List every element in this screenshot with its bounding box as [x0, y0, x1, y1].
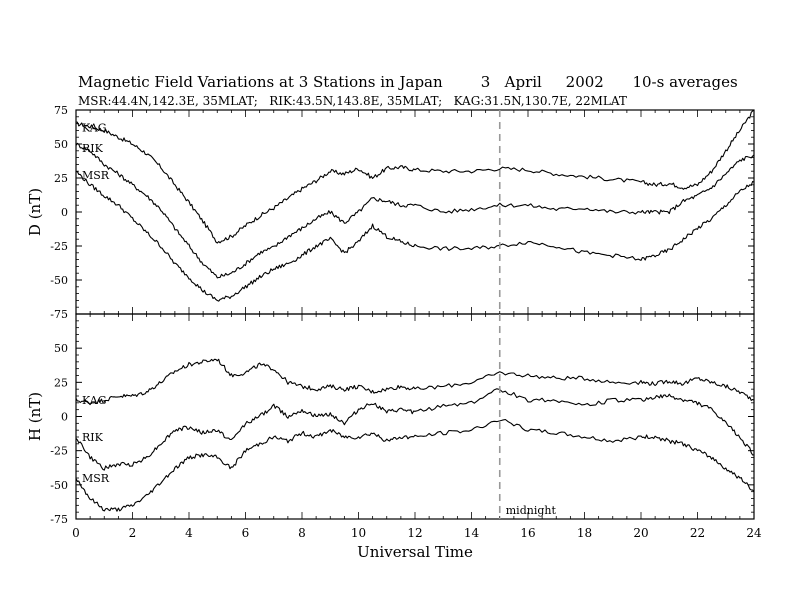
x-axis-label: Universal Time — [357, 543, 473, 561]
x-tick-label: 8 — [298, 526, 306, 540]
chart-title: Magnetic Field Variations at 3 Stations … — [78, 73, 738, 91]
series-line-msr — [75, 171, 755, 302]
panel-frame-1 — [75, 313, 755, 520]
series-label-kag: KAG — [82, 394, 107, 407]
series-line-rik — [75, 388, 755, 471]
x-tick-label: 4 — [185, 526, 193, 540]
x-tick-label: 18 — [577, 526, 592, 540]
y-tick-label: 0 — [61, 206, 68, 219]
y-tick-label: -75 — [50, 308, 68, 321]
y-tick-label: 75 — [54, 104, 68, 117]
series-label-msr: MSR — [82, 472, 110, 485]
y-tick-label: -25 — [50, 240, 68, 253]
x-tick-label: 12 — [407, 526, 422, 540]
series-label-kag: KAG — [82, 122, 107, 135]
series-line-kag — [75, 358, 755, 406]
y-tick-label: 0 — [61, 411, 68, 424]
midnight-label: midnight — [506, 504, 557, 517]
y-axis-label: D (nT) — [26, 188, 44, 236]
y-tick-label: -50 — [50, 479, 68, 492]
x-tick-label: 22 — [690, 526, 705, 540]
series-line-rik — [75, 142, 755, 279]
y-axis-label: H (nT) — [26, 392, 44, 441]
y-tick-label: -25 — [50, 445, 68, 458]
y-tick-label: -50 — [50, 274, 68, 287]
y-tick-label: 50 — [54, 138, 68, 151]
y-tick-label: 25 — [54, 376, 68, 389]
x-tick-label: 16 — [520, 526, 535, 540]
series-line-msr — [75, 418, 755, 512]
x-tick-label: 20 — [633, 526, 648, 540]
x-tick-label: 0 — [72, 526, 80, 540]
station-coordinates: MSR:44.4N,142.3E, 35MLAT; RIK:43.5N,143.… — [78, 94, 627, 108]
x-tick-label: 24 — [746, 526, 762, 540]
series-label-rik: RIK — [82, 431, 104, 444]
y-tick-label: 50 — [54, 342, 68, 355]
x-tick-label: 6 — [242, 526, 250, 540]
series-line-kag — [75, 109, 755, 244]
y-tick-label: 25 — [54, 172, 68, 185]
y-tick-label: -75 — [50, 513, 68, 526]
x-tick-label: 14 — [464, 526, 480, 540]
x-tick-label: 2 — [129, 526, 137, 540]
x-tick-label: 10 — [351, 526, 366, 540]
series-label-rik: RIK — [82, 142, 104, 155]
series-label-msr: MSR — [82, 169, 110, 182]
